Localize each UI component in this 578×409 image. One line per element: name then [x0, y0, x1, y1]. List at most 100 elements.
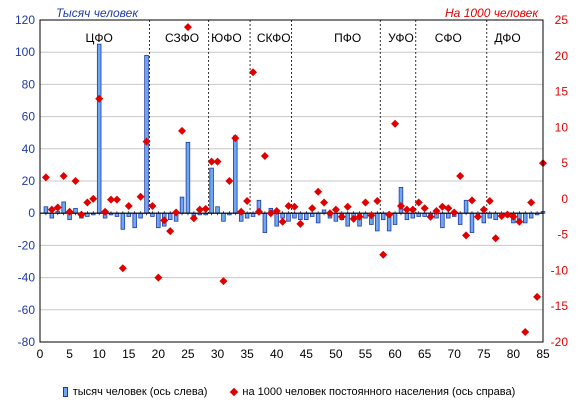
region-label: ЦФО [86, 31, 113, 45]
diamond-marker [331, 205, 340, 214]
diamond-marker [456, 171, 465, 180]
region-label: СКФО [257, 31, 291, 45]
bar [167, 212, 173, 221]
diamond-marker [183, 23, 192, 32]
diamond-marker [314, 187, 323, 196]
bar [156, 212, 161, 229]
left-axis-title: Тысяч человек [56, 6, 138, 20]
diamond-marker [290, 202, 299, 211]
x-tick-label: 30 [211, 347, 225, 361]
x-tick-label: 65 [418, 347, 432, 361]
bar [528, 212, 534, 219]
x-tick-label: 70 [448, 347, 462, 361]
bar [315, 212, 321, 224]
diamond-marker [503, 210, 512, 219]
diamond-marker [349, 214, 358, 223]
diamond-marker [432, 207, 441, 216]
bar [404, 212, 410, 221]
x-tick-label: 85 [536, 347, 550, 361]
diamond-marker [107, 195, 116, 204]
diamond-marker [391, 119, 400, 128]
region-label: ЮФО [211, 31, 242, 45]
diamond-marker [195, 205, 204, 214]
diamond-marker [148, 202, 157, 211]
diamond-marker [71, 177, 80, 185]
diamond-marker [243, 197, 252, 206]
diamond-marker [367, 211, 376, 220]
bar [132, 212, 137, 229]
diamond-marker [355, 212, 364, 221]
diamond-marker [438, 202, 447, 211]
diamond-marker [284, 202, 293, 211]
chart-legend: тысяч человек (ось слева) на 1000 челове… [0, 386, 578, 398]
diamond-marker [207, 157, 216, 166]
diamond-marker [41, 173, 50, 182]
right-tick-label: -5 [557, 228, 568, 242]
bar [410, 212, 416, 219]
right-tick-label: -15 [551, 299, 569, 313]
bar [185, 141, 191, 214]
x-tick-label: 60 [388, 347, 402, 361]
legend-diamond-swatch [230, 387, 239, 397]
diamond-marker [479, 205, 488, 214]
right-tick-label: 20 [555, 49, 569, 63]
diamond-marker [296, 219, 305, 228]
region-label: ПФО [334, 31, 361, 45]
diamond-marker [160, 216, 169, 225]
legend-item-diamonds: на 1000 человек постоянного населения (о… [230, 386, 515, 398]
bar [363, 212, 368, 219]
diamond-marker [266, 209, 275, 218]
left-tick-label: 60 [22, 110, 36, 124]
region-label: ДФО [494, 31, 520, 45]
bar [457, 212, 463, 225]
diamond-marker [95, 94, 104, 103]
diamond-marker [343, 202, 352, 211]
bar [49, 212, 55, 219]
x-tick-label: 50 [329, 347, 343, 361]
diamond-marker [533, 292, 542, 301]
bar [233, 135, 238, 214]
diamond-marker [408, 205, 417, 214]
bar [298, 212, 303, 221]
diamond-marker [379, 250, 388, 259]
diamond-marker [373, 197, 382, 206]
diamond-marker [142, 137, 151, 146]
plot-frame [39, 19, 544, 343]
diamond-marker [396, 202, 405, 211]
diamond-marker [361, 198, 370, 207]
bar [463, 199, 469, 214]
bar [73, 207, 78, 214]
right-tick-label: 0 [561, 192, 568, 206]
diamond-marker [112, 195, 121, 204]
diamond-marker [225, 177, 234, 185]
bar [292, 212, 297, 219]
left-tick-label: 80 [22, 77, 36, 91]
x-tick-label: 75 [477, 347, 491, 361]
diamond-marker [219, 277, 228, 286]
x-tick-label: 15 [122, 347, 136, 361]
diamond-marker [402, 205, 411, 214]
diamond-marker [178, 126, 187, 135]
left-tick-label: 0 [28, 206, 35, 220]
x-tick-label: 55 [359, 347, 373, 361]
diamond-marker [473, 212, 482, 221]
left-tick-label: 20 [22, 174, 36, 188]
bar [144, 55, 149, 214]
legend-bar-swatch [62, 387, 68, 397]
diamond-marker [101, 207, 110, 216]
x-tick-label: 40 [270, 347, 284, 361]
diamond-marker [414, 198, 423, 207]
diamond-marker [154, 273, 163, 282]
bar [120, 212, 126, 230]
left-tick-label: -60 [18, 303, 36, 317]
bar [375, 212, 380, 232]
left-tick-label: 40 [22, 142, 36, 156]
diamond-marker [420, 204, 429, 213]
diamond-marker [444, 204, 453, 213]
diamond-marker [426, 212, 435, 221]
bar [304, 212, 309, 221]
diamond-marker [166, 227, 175, 236]
bar [493, 212, 498, 221]
diamond-marker [53, 203, 62, 212]
diamond-marker [308, 204, 317, 213]
